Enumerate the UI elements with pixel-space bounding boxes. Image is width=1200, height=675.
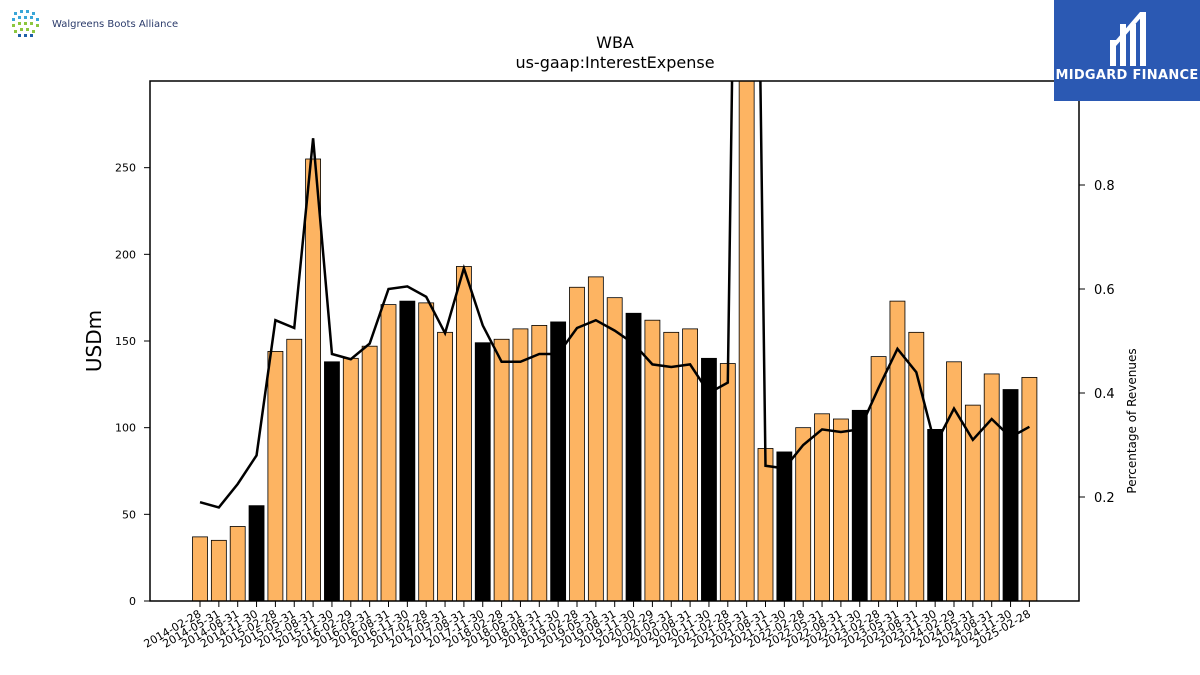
- bar: [1002, 389, 1019, 601]
- bar: [512, 328, 529, 601]
- bar: [663, 331, 680, 601]
- company-name: Walgreens Boots Alliance: [52, 18, 179, 30]
- y-right-tick-label: 0.6: [1094, 283, 1115, 298]
- y-tick-label: 50: [122, 508, 136, 521]
- bar: [1021, 376, 1038, 601]
- bar: [682, 328, 698, 601]
- bar: [814, 413, 830, 601]
- bar: [983, 373, 1000, 601]
- y-right-tick-label: 0.8: [1094, 179, 1115, 194]
- bar: [738, 81, 755, 601]
- bar: [324, 361, 340, 601]
- y-right-axis-label: Percentage of Revenues: [1125, 348, 1139, 493]
- bar: [474, 342, 491, 601]
- company-logo-icon: [9, 7, 43, 41]
- bar: [927, 428, 944, 601]
- brand-logo: MIDGARD FINANCE: [1054, 0, 1200, 101]
- y-axis-label: USDm: [82, 310, 106, 372]
- brand-mark-icon: [1110, 12, 1146, 66]
- bar: [305, 158, 322, 601]
- bar: [851, 409, 868, 601]
- bar: [757, 448, 774, 601]
- bar: [437, 331, 453, 601]
- brand-name: MIDGARD FINANCE: [1055, 68, 1199, 83]
- chart-subtitle: us-gaap:InterestExpense: [515, 53, 714, 72]
- bar: [908, 331, 925, 601]
- bar: [286, 338, 303, 601]
- bar: [210, 539, 227, 601]
- bar: [606, 297, 623, 601]
- bar: [229, 526, 246, 601]
- bar: [625, 312, 642, 601]
- y-tick-label: 150: [115, 335, 136, 348]
- bar: [889, 300, 906, 601]
- y-tick-label: 100: [115, 422, 136, 435]
- bar: [361, 345, 378, 601]
- bar: [795, 427, 812, 601]
- bar: [455, 266, 472, 601]
- bar: [870, 356, 887, 601]
- y-tick-label: 200: [115, 248, 136, 261]
- bar: [587, 276, 604, 601]
- bar: [267, 350, 284, 601]
- y-right-tick-label: 0.2: [1094, 491, 1115, 506]
- bar: [418, 302, 435, 601]
- bar: [964, 404, 981, 601]
- bar: [776, 451, 793, 601]
- bar: [531, 324, 548, 601]
- y-tick-label: 250: [115, 162, 136, 175]
- bar: [644, 319, 661, 601]
- series-line: [199, 81, 1031, 509]
- bar: [550, 321, 567, 601]
- bar: [946, 361, 962, 601]
- bar: [701, 357, 717, 601]
- y-tick-label: 0: [129, 595, 136, 608]
- bar: [493, 338, 510, 601]
- bar: [192, 536, 208, 601]
- bar: [399, 300, 416, 601]
- y-right-tick-label: 0.4: [1094, 387, 1115, 402]
- bar: [569, 286, 585, 601]
- bar: [380, 304, 397, 601]
- bar: [719, 363, 736, 601]
- bar: [342, 357, 359, 601]
- company-logo: Walgreens Boots Alliance: [6, 4, 178, 44]
- bar: [248, 505, 265, 601]
- chart-title: WBA: [596, 33, 634, 52]
- bar: [833, 418, 849, 601]
